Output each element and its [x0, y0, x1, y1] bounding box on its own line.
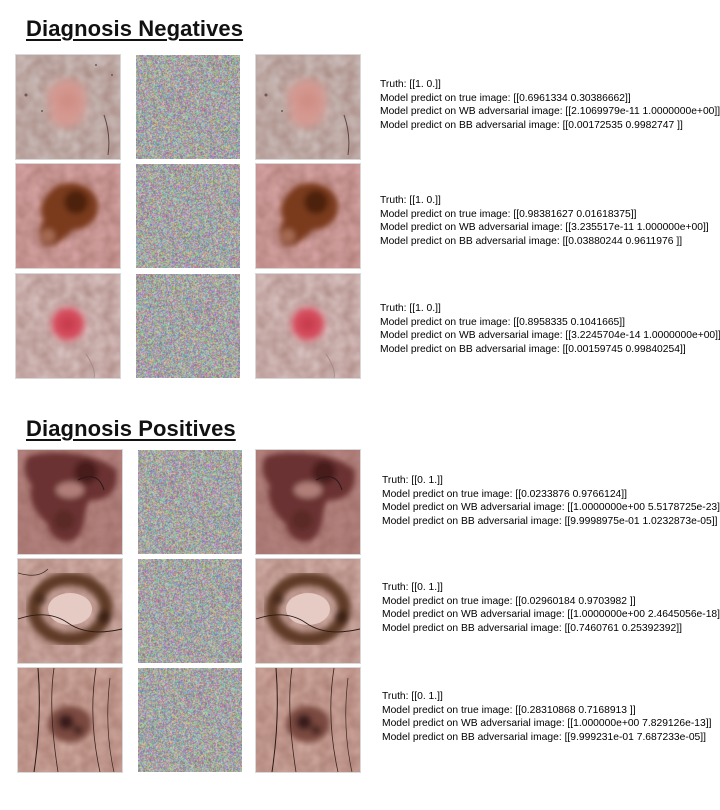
true-prediction: Model predict on true image: [[0.6961334… [380, 92, 631, 104]
adversarial-noise [136, 55, 240, 159]
prediction-text: Truth: [[1. 0.]] Model predict on true i… [380, 302, 720, 356]
result-row: Truth: [[1. 0.]] Model predict on true i… [0, 164, 720, 268]
adversarial-image [256, 55, 360, 159]
bb-prediction: Model predict on BB adversarial image: [… [380, 343, 686, 355]
prediction-text: Truth: [[0. 1.]] Model predict on true i… [382, 690, 711, 744]
adversarial-image [256, 450, 360, 554]
result-row: Truth: [[0. 1.]] Model predict on true i… [0, 668, 720, 772]
prediction-text: Truth: [[0. 1.]] Model predict on true i… [382, 581, 720, 635]
adversarial-noise [136, 164, 240, 268]
adversarial-noise [136, 274, 240, 378]
truth-label: Truth: [[0. 1.]] [382, 582, 443, 593]
adversarial-image [256, 274, 360, 378]
wb-prediction: Model predict on WB adversarial image: [… [380, 222, 709, 233]
truth-label: Truth: [[1. 0.]] [380, 303, 441, 314]
truth-label: Truth: [[1. 0.]] [380, 79, 441, 90]
adversarial-noise [138, 559, 242, 663]
true-image [18, 450, 122, 554]
true-image [16, 55, 120, 159]
true-image [18, 668, 122, 772]
prediction-text: Truth: [[1. 0.]] Model predict on true i… [380, 78, 720, 132]
wb-prediction: Model predict on WB adversarial image: [… [380, 106, 720, 117]
truth-label: Truth: [[0. 1.]] [382, 691, 443, 702]
wb-prediction: Model predict on WB adversarial image: [… [382, 718, 712, 729]
true-prediction: Model predict on true image: [[0.8958335… [380, 316, 626, 328]
section-title-positives: Diagnosis Positives [26, 416, 236, 441]
bb-prediction: Model predict on BB adversarial image: [… [382, 622, 682, 634]
result-row: Truth: [[1. 0.]] Model predict on true i… [0, 274, 720, 378]
adversarial-noise [138, 668, 242, 772]
bb-prediction: Model predict on BB adversarial image: [… [380, 119, 683, 131]
wb-prediction: Model predict on WB adversarial image: [… [380, 330, 720, 341]
bb-prediction: Model predict on BB adversarial image: [… [382, 731, 706, 743]
result-row: Truth: [[0. 1.]] Model predict on true i… [0, 450, 720, 554]
adversarial-image [256, 559, 360, 663]
true-prediction: Model predict on true image: [[0.0296018… [382, 595, 636, 607]
bb-prediction: Model predict on BB adversarial image: [… [380, 235, 683, 247]
result-row: Truth: [[0. 1.]] Model predict on true i… [0, 559, 720, 663]
result-row: Truth: [[1. 0.]] Model predict on true i… [0, 55, 720, 159]
bb-prediction: Model predict on BB adversarial image: [… [382, 515, 718, 527]
true-image [16, 164, 120, 268]
adversarial-noise [138, 450, 242, 554]
adversarial-image [256, 164, 360, 268]
prediction-text: Truth: [[1. 0.]] Model predict on true i… [380, 194, 709, 248]
prediction-text: Truth: [[0. 1.]] Model predict on true i… [382, 474, 720, 528]
section-title-negatives: Diagnosis Negatives [26, 16, 244, 41]
wb-prediction: Model predict on WB adversarial image: [… [382, 609, 720, 620]
true-prediction: Model predict on true image: [[0.9838162… [380, 208, 637, 220]
true-prediction: Model predict on true image: [[0.2831086… [382, 704, 636, 716]
true-prediction: Model predict on true image: [[0.0233876… [382, 488, 628, 500]
wb-prediction: Model predict on WB adversarial image: [… [382, 502, 720, 513]
true-image [18, 559, 122, 663]
truth-label: Truth: [[0. 1.]] [382, 475, 443, 486]
truth-label: Truth: [[1. 0.]] [380, 195, 441, 206]
adversarial-image [256, 668, 360, 772]
true-image [16, 274, 120, 378]
